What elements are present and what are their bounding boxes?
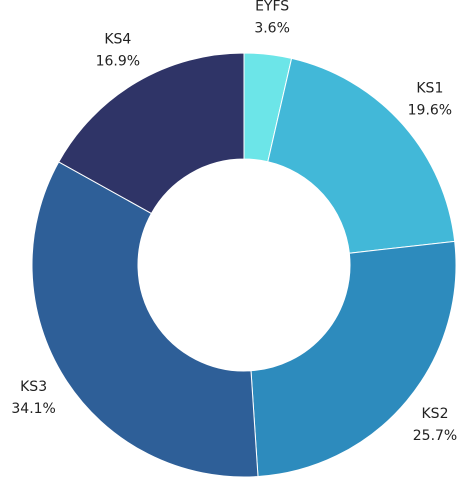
- slice: [267, 57, 456, 254]
- slice-label: KS2: [422, 406, 449, 422]
- slice: [250, 240, 457, 477]
- slice-label: KS4: [104, 31, 131, 47]
- slice-value: 34.1%: [11, 401, 55, 417]
- slice-label: KS3: [20, 379, 47, 395]
- slice-value: 25.7%: [413, 428, 457, 444]
- slice-label: EYFS: [255, 0, 289, 15]
- slice-label: KS1: [416, 80, 443, 96]
- slice-value: 19.6%: [408, 102, 452, 118]
- slice-value: 3.6%: [254, 21, 290, 37]
- slice: [31, 161, 259, 477]
- slice-value: 16.9%: [96, 53, 140, 69]
- slice: [58, 52, 245, 215]
